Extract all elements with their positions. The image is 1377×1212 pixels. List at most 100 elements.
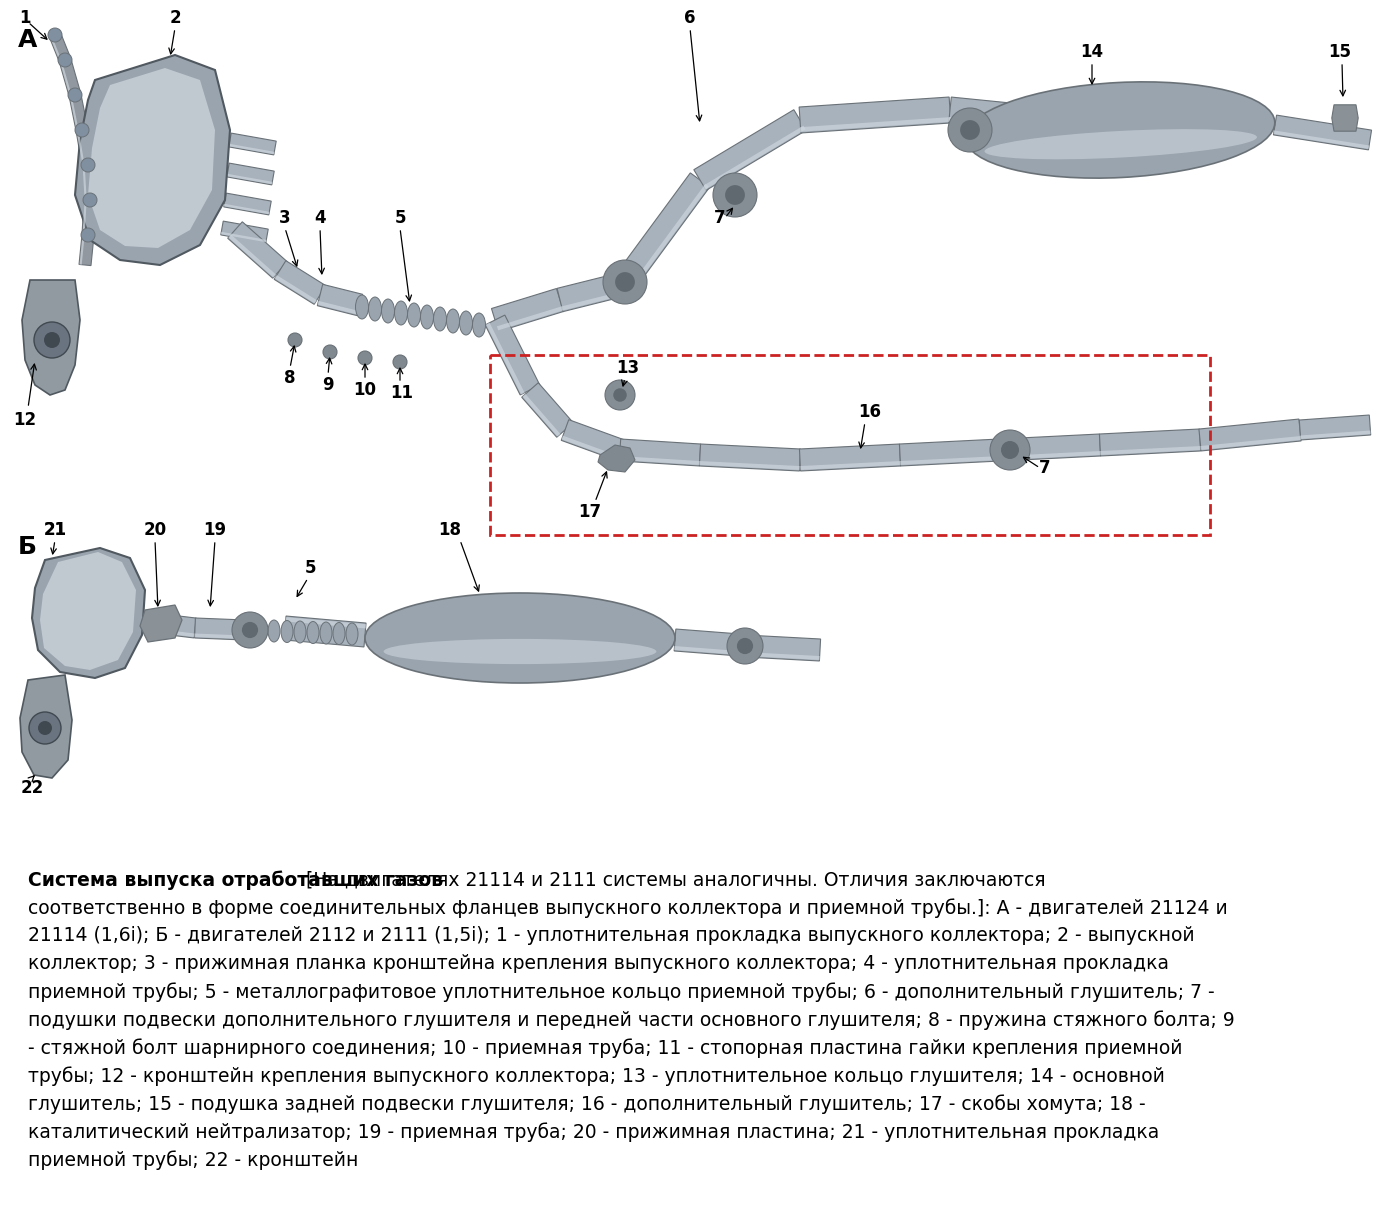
Polygon shape: [562, 419, 624, 461]
Text: 15: 15: [1329, 42, 1351, 61]
Circle shape: [29, 711, 61, 744]
Polygon shape: [964, 108, 1049, 122]
Polygon shape: [901, 456, 1001, 465]
Polygon shape: [558, 274, 622, 311]
Polygon shape: [50, 36, 62, 62]
Polygon shape: [1201, 436, 1301, 450]
Text: Б: Б: [18, 534, 37, 559]
Ellipse shape: [434, 307, 446, 331]
Polygon shape: [275, 275, 317, 303]
Ellipse shape: [446, 309, 460, 333]
Polygon shape: [227, 173, 273, 184]
Polygon shape: [74, 55, 230, 265]
Ellipse shape: [408, 303, 420, 327]
Circle shape: [288, 333, 302, 347]
Polygon shape: [620, 439, 701, 465]
Circle shape: [81, 228, 95, 242]
Circle shape: [324, 345, 337, 359]
Text: 16: 16: [858, 404, 881, 421]
Circle shape: [39, 721, 52, 734]
Polygon shape: [224, 193, 271, 215]
Text: 14: 14: [1081, 42, 1103, 61]
Polygon shape: [1300, 415, 1370, 440]
Polygon shape: [77, 131, 85, 166]
Polygon shape: [83, 200, 87, 235]
Circle shape: [231, 612, 269, 648]
Text: глушитель; 15 - подушка задней подвески глушителя; 16 - дополнительный глушитель: глушитель; 15 - подушка задней подвески …: [28, 1094, 1146, 1114]
Polygon shape: [1100, 446, 1201, 454]
Polygon shape: [800, 461, 901, 470]
Polygon shape: [497, 307, 563, 331]
Ellipse shape: [394, 301, 408, 325]
Polygon shape: [229, 234, 275, 278]
Ellipse shape: [460, 311, 472, 335]
Text: - стяжной болт шарнирного соединения; 10 - приемная труба; 11 - стопорная пласти: - стяжной болт шарнирного соединения; 10…: [28, 1037, 1183, 1058]
Text: 8: 8: [284, 368, 296, 387]
Ellipse shape: [333, 623, 346, 645]
Circle shape: [960, 120, 980, 139]
Polygon shape: [145, 628, 194, 638]
Polygon shape: [949, 118, 1049, 132]
Ellipse shape: [369, 297, 381, 321]
Circle shape: [44, 332, 61, 348]
Polygon shape: [88, 68, 215, 248]
Circle shape: [603, 261, 647, 304]
Circle shape: [34, 322, 70, 358]
Text: 9: 9: [322, 376, 333, 394]
Polygon shape: [704, 126, 806, 189]
Ellipse shape: [472, 313, 486, 337]
Ellipse shape: [346, 623, 358, 645]
Polygon shape: [620, 456, 700, 465]
Polygon shape: [285, 617, 366, 629]
Circle shape: [727, 628, 763, 664]
Polygon shape: [800, 118, 950, 132]
Polygon shape: [562, 435, 618, 459]
Text: 21114 (1,6i); Б - двигателей 2112 и 2111 (1,5i); 1 - уплотнительная прокладка вы: 21114 (1,6i); Б - двигателей 2112 и 2111…: [28, 926, 1195, 945]
Text: А: А: [18, 28, 37, 52]
Circle shape: [58, 53, 72, 67]
Polygon shape: [616, 173, 709, 290]
Ellipse shape: [965, 82, 1275, 178]
Polygon shape: [522, 394, 560, 436]
Polygon shape: [229, 133, 277, 155]
Text: 17: 17: [578, 503, 602, 521]
Text: 2: 2: [169, 8, 180, 27]
Polygon shape: [1099, 429, 1201, 456]
Polygon shape: [224, 204, 270, 215]
Polygon shape: [1274, 115, 1371, 150]
Text: соответственно в форме соединительных фланцев выпускного коллектора и приемной т: соответственно в форме соединительных фл…: [28, 898, 1228, 917]
Circle shape: [48, 28, 62, 42]
Polygon shape: [675, 629, 741, 656]
Text: трубы; 12 - кронштейн крепления выпускного коллектора; 13 - уплотнительное кольц: трубы; 12 - кронштейн крепления выпускно…: [28, 1067, 1165, 1086]
Text: подушки подвески дополнительного глушителя и передней части основного глушителя;: подушки подвески дополнительного глушите…: [28, 1010, 1235, 1030]
Ellipse shape: [281, 621, 293, 642]
Ellipse shape: [255, 619, 267, 641]
Ellipse shape: [319, 622, 332, 644]
Circle shape: [358, 351, 372, 365]
Polygon shape: [949, 97, 1051, 133]
Text: коллектор; 3 - прижимная планка кронштейна крепления выпускного коллектора; 4 - : коллектор; 3 - прижимная планка кронштей…: [28, 954, 1169, 973]
Polygon shape: [59, 58, 81, 97]
Polygon shape: [32, 548, 145, 678]
Ellipse shape: [985, 130, 1257, 159]
Ellipse shape: [355, 295, 369, 319]
Text: 13: 13: [617, 359, 639, 377]
Polygon shape: [631, 184, 709, 288]
Polygon shape: [675, 646, 739, 654]
Polygon shape: [40, 551, 136, 670]
Ellipse shape: [381, 299, 394, 324]
Polygon shape: [964, 107, 1052, 143]
Polygon shape: [745, 635, 821, 661]
Polygon shape: [745, 652, 819, 659]
Polygon shape: [69, 93, 88, 131]
Polygon shape: [1000, 451, 1100, 459]
Circle shape: [81, 158, 95, 172]
Text: 12: 12: [14, 411, 37, 429]
Polygon shape: [70, 96, 78, 131]
Polygon shape: [485, 315, 540, 395]
Ellipse shape: [384, 639, 657, 664]
Polygon shape: [800, 444, 901, 471]
Circle shape: [737, 638, 753, 654]
Circle shape: [713, 173, 757, 217]
Text: 4: 4: [314, 208, 326, 227]
